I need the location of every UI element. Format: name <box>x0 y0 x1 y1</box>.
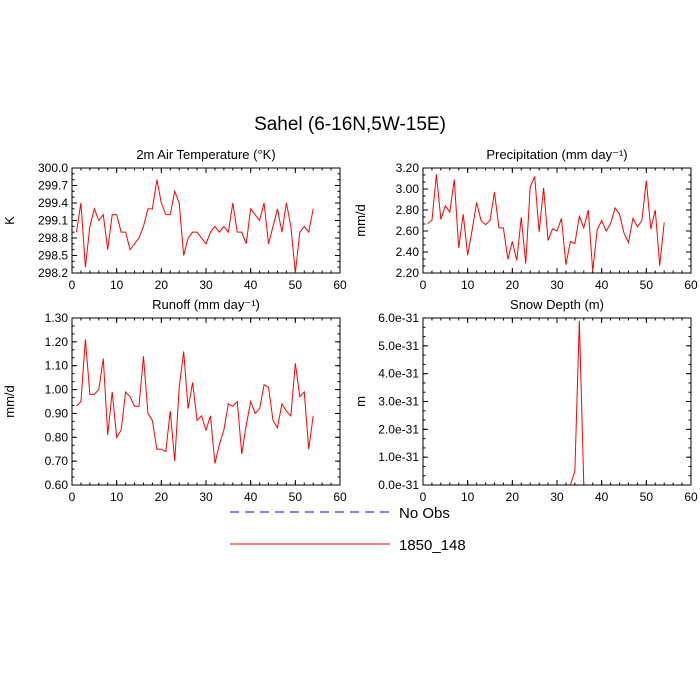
y-tick-label: 1.30 <box>45 311 69 325</box>
x-tick-label: 0 <box>69 278 76 292</box>
x-tick-label: 0 <box>69 490 76 504</box>
x-tick-label: 60 <box>333 490 347 504</box>
x-tick-label: 30 <box>550 490 564 504</box>
series-line <box>569 320 585 486</box>
x-tick-label: 50 <box>289 490 303 504</box>
y-tick-label: 1.20 <box>45 335 69 349</box>
panel-title: Precipitation (mm day⁻¹) <box>486 147 627 162</box>
x-tick-label: 20 <box>506 490 520 504</box>
y-tick-label: 2.0e-31 <box>378 422 419 436</box>
panel-title: Runoff (mm day⁻¹) <box>152 297 260 312</box>
y-axis-label: m <box>353 396 368 407</box>
y-tick-label: 1.00 <box>45 383 69 397</box>
y-tick-label: 298.2 <box>38 266 68 280</box>
figure-title: Sahel (6-16N,5W-15E) <box>254 114 446 135</box>
panel-title: 2m Air Temperature (°K) <box>136 147 275 162</box>
y-axis-label: mm/d <box>2 385 17 418</box>
x-tick-label: 0 <box>420 490 427 504</box>
panel-0: 2m Air Temperature (°K) K 0 10 20 30 40 50 60 298… <box>2 147 347 292</box>
x-tick-label: 60 <box>684 490 698 504</box>
panel-3: Snow Depth (m) m 0 10 20 30 40 50 60 0.0e-31 1.0e-… <box>353 297 698 504</box>
legend: No Obs 1850_148 <box>230 505 466 554</box>
x-tick-label: 50 <box>289 278 303 292</box>
y-tick-label: 0.0e-31 <box>378 478 419 492</box>
y-tick-label: 4.0e-31 <box>378 367 419 381</box>
y-tick-label: 3.00 <box>396 182 420 196</box>
y-tick-label: 5.0e-31 <box>378 339 419 353</box>
panel-2: Runoff (mm day⁻¹) mm/d 0 10 20 30 40 50 60 0.60 0.… <box>2 297 347 504</box>
y-tick-label: 300.0 <box>38 161 68 175</box>
y-tick-label: 1.0e-31 <box>378 450 419 464</box>
plot-frame <box>71 317 341 486</box>
x-tick-label: 10 <box>461 490 475 504</box>
x-tick-label: 20 <box>506 278 520 292</box>
panel-1: Precipitation (mm day⁻¹) mm/d 0 10 20 30 40 50 6… <box>353 147 698 292</box>
y-tick-label: 2.40 <box>396 245 420 259</box>
plot-frame <box>422 167 692 274</box>
y-tick-label: 2.80 <box>396 203 420 217</box>
y-axis-label: mm/d <box>353 204 368 237</box>
x-tick-label: 0 <box>420 278 427 292</box>
y-tick-label: 6.0e-31 <box>378 311 419 325</box>
y-tick-label: 0.90 <box>45 406 69 420</box>
x-tick-label: 10 <box>110 490 124 504</box>
x-tick-label: 40 <box>244 278 258 292</box>
x-tick-label: 30 <box>550 278 564 292</box>
x-tick-label: 40 <box>244 490 258 504</box>
x-tick-label: 50 <box>640 278 654 292</box>
y-tick-label: 299.7 <box>38 179 68 193</box>
y-tick-label: 0.80 <box>45 430 69 444</box>
legend-label-1850-148: 1850_148 <box>399 537 466 554</box>
series-line <box>75 179 314 274</box>
x-tick-label: 30 <box>199 490 213 504</box>
x-tick-label: 60 <box>684 278 698 292</box>
y-tick-label: 298.5 <box>38 249 68 263</box>
legend-label-no-obs: No Obs <box>399 505 450 522</box>
y-tick-label: 3.20 <box>396 161 420 175</box>
y-tick-label: 3.0e-31 <box>378 395 419 409</box>
x-tick-label: 10 <box>110 278 124 292</box>
panels: 2m Air Temperature (°K) K 0 10 20 30 40 50 60 298… <box>2 147 698 504</box>
y-tick-label: 2.20 <box>396 266 420 280</box>
y-axis-label: K <box>2 216 17 225</box>
x-tick-label: 10 <box>461 278 475 292</box>
panel-title: Snow Depth (m) <box>510 297 604 312</box>
x-tick-label: 50 <box>640 490 654 504</box>
y-tick-label: 299.4 <box>38 196 68 210</box>
x-tick-label: 30 <box>199 278 213 292</box>
x-tick-label: 20 <box>155 278 169 292</box>
y-tick-label: 299.1 <box>38 214 68 228</box>
x-tick-label: 20 <box>155 490 169 504</box>
y-tick-label: 1.10 <box>45 359 69 373</box>
y-tick-label: 0.60 <box>45 478 69 492</box>
x-tick-label: 40 <box>595 278 609 292</box>
series-line <box>76 339 314 464</box>
plot-frame <box>422 317 692 486</box>
y-tick-label: 298.8 <box>38 231 68 245</box>
y-tick-label: 2.60 <box>396 224 420 238</box>
series-line <box>427 174 665 271</box>
x-tick-label: 60 <box>333 278 347 292</box>
x-tick-label: 40 <box>595 490 609 504</box>
y-tick-label: 0.70 <box>45 454 69 468</box>
plot-frame <box>71 167 341 274</box>
